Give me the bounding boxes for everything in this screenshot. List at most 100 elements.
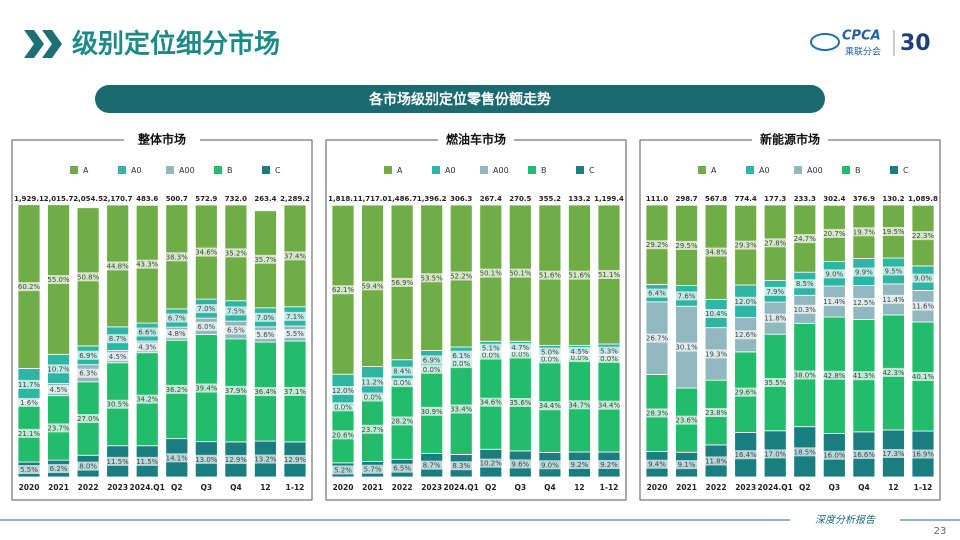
value-label-box bbox=[284, 454, 306, 464]
value-label: 4.5% bbox=[109, 353, 127, 361]
x-tick-label: 2021 bbox=[676, 483, 697, 492]
legend-label: C bbox=[275, 166, 281, 175]
value-label-box bbox=[764, 313, 787, 323]
value-label: 23.8% bbox=[705, 409, 728, 417]
value-label: 7.0% bbox=[257, 314, 275, 322]
value-label: 13.0% bbox=[195, 456, 218, 464]
total-label: 177.3 bbox=[764, 195, 786, 203]
legend-swatch bbox=[890, 166, 898, 174]
x-tick-label: Q2 bbox=[799, 483, 811, 492]
value-label-box bbox=[479, 343, 502, 353]
value-label-box bbox=[254, 254, 277, 264]
value-label-box bbox=[764, 449, 787, 459]
total-label: 1,089.8 bbox=[908, 195, 938, 203]
value-label: 9.9% bbox=[855, 269, 873, 277]
value-label: 7.9% bbox=[766, 288, 784, 296]
value-label: 5.1% bbox=[482, 345, 500, 353]
total-label: 2,170.7 bbox=[103, 195, 133, 203]
x-tick-label: 2024.Q1 bbox=[758, 483, 793, 492]
value-label-box bbox=[675, 342, 698, 352]
legend-swatch bbox=[528, 166, 536, 174]
value-label: 26.7% bbox=[646, 335, 669, 343]
value-label-box bbox=[254, 312, 277, 322]
x-tick-label: 2022 bbox=[392, 483, 413, 492]
value-label-box bbox=[568, 400, 591, 410]
value-label-box bbox=[391, 366, 414, 376]
value-label: 6.2% bbox=[50, 465, 68, 473]
value-label-box bbox=[823, 450, 846, 460]
total-label: 306.3 bbox=[450, 195, 472, 203]
value-label: 9.5% bbox=[885, 267, 903, 275]
value-label-box bbox=[882, 266, 905, 276]
value-label: 8.0% bbox=[79, 463, 97, 471]
value-label: 44.8% bbox=[107, 262, 130, 270]
value-label-box bbox=[598, 346, 620, 356]
total-label: 572.9 bbox=[195, 195, 217, 203]
value-label-box bbox=[479, 458, 502, 468]
value-label: 51.6% bbox=[539, 272, 562, 280]
value-label: 42.3% bbox=[882, 369, 905, 377]
value-label-box bbox=[538, 270, 561, 280]
value-label: 43.3% bbox=[136, 261, 159, 269]
value-label-box bbox=[136, 327, 159, 337]
x-tick-label: 2024.Q1 bbox=[444, 483, 479, 492]
value-label: 11.5% bbox=[136, 458, 159, 466]
value-label-box bbox=[912, 231, 934, 241]
x-tick-label: 2023 bbox=[107, 483, 128, 492]
value-label-box bbox=[77, 461, 100, 471]
value-label-box bbox=[646, 240, 668, 250]
value-label: 39.4% bbox=[195, 385, 218, 393]
value-label-box bbox=[793, 370, 816, 380]
value-label-box bbox=[705, 309, 728, 319]
value-label: 11.4% bbox=[823, 298, 846, 306]
value-label-box bbox=[764, 286, 787, 296]
value-label-box bbox=[195, 247, 218, 257]
value-label: 0.0% bbox=[334, 403, 352, 411]
value-label-box bbox=[165, 384, 188, 394]
value-label-box bbox=[18, 428, 40, 438]
value-label-box bbox=[165, 252, 188, 262]
value-label-box bbox=[136, 342, 159, 352]
value-label: 6.6% bbox=[138, 329, 156, 337]
value-label: 12.5% bbox=[853, 299, 876, 307]
value-label-box bbox=[450, 461, 473, 471]
x-tick-label: 2022 bbox=[706, 483, 727, 492]
value-label-box bbox=[646, 459, 668, 469]
value-label: 51.6% bbox=[568, 272, 591, 280]
x-tick-label: 2020 bbox=[333, 483, 354, 492]
value-label-box bbox=[882, 294, 905, 304]
value-label-box bbox=[852, 267, 875, 277]
x-tick-label: 1-12 bbox=[914, 483, 933, 492]
value-label-box bbox=[509, 349, 532, 359]
logo-text: CPCA bbox=[842, 29, 881, 44]
value-label: 6.3% bbox=[79, 370, 97, 378]
legend-label: B bbox=[855, 166, 861, 175]
value-label: 9.0% bbox=[825, 270, 843, 278]
value-label: 23.7% bbox=[47, 424, 70, 432]
value-label: 36.2% bbox=[166, 386, 189, 394]
value-label-box bbox=[224, 325, 247, 335]
value-label-box bbox=[47, 364, 70, 374]
value-label: 34.7% bbox=[568, 401, 591, 409]
value-label: 7.1% bbox=[286, 313, 304, 321]
value-label: 23.7% bbox=[361, 426, 384, 434]
total-label: 1,717.0 bbox=[358, 195, 388, 203]
x-tick-label: 12 bbox=[888, 483, 898, 492]
panel-title-bg bbox=[752, 132, 828, 148]
value-label: 37.9% bbox=[225, 387, 248, 395]
value-label: 9.0% bbox=[914, 275, 932, 283]
x-tick-label: Q2 bbox=[171, 483, 183, 492]
value-label: 19.3% bbox=[705, 350, 728, 358]
panel-title: 新能源市场 bbox=[760, 132, 820, 147]
x-tick-label: Q4 bbox=[858, 483, 870, 492]
legend-swatch bbox=[746, 166, 754, 174]
value-label: 11.7% bbox=[18, 381, 41, 389]
value-label: 11.4% bbox=[882, 296, 905, 304]
legend-label: A00 bbox=[179, 166, 195, 175]
value-label-box bbox=[254, 454, 277, 464]
total-label: 270.5 bbox=[509, 195, 531, 203]
value-label: 37.1% bbox=[284, 388, 307, 396]
x-tick-label: 12 bbox=[260, 483, 270, 492]
value-label-box bbox=[912, 371, 934, 381]
value-label: 7.6% bbox=[678, 292, 696, 300]
